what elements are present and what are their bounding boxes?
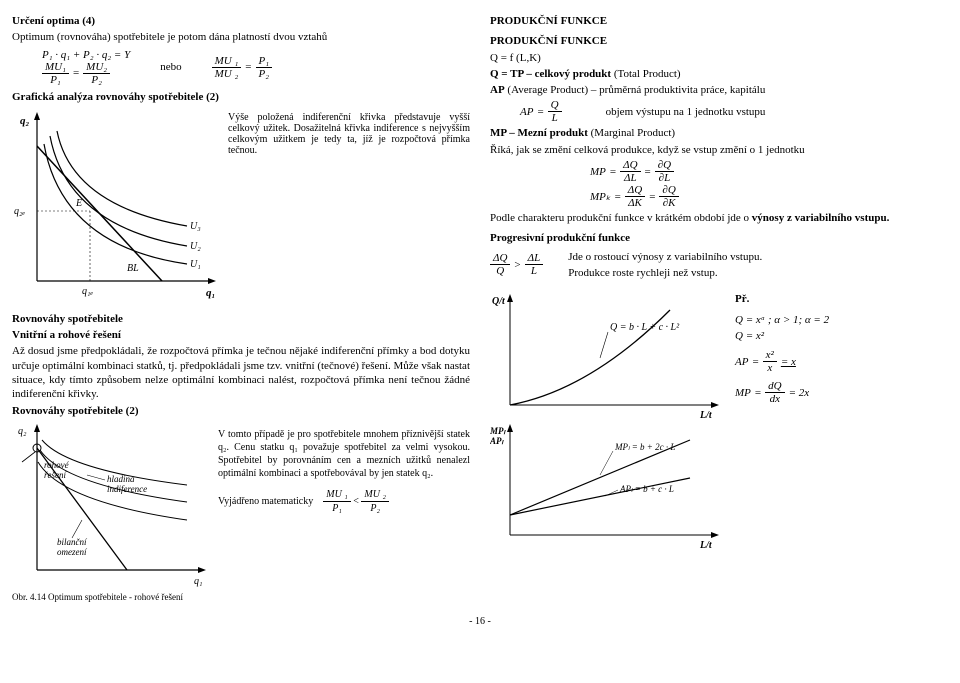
heading-prod2: PRODUKČNÍ FUNKCE (490, 34, 948, 48)
mp-ap-chart: MPₗ APₗ L/t MPₗ = b + 2c · L APₗ = b + c… (490, 420, 725, 550)
axis-q1-2: q₁ (194, 576, 202, 587)
heading-graficka: Grafická analýza rovnováhy spotřebitele … (12, 90, 470, 104)
apl-eq: APₗ = b + c · L (619, 484, 674, 494)
mpl-axis: MPₗ (490, 426, 507, 436)
heading-optima: Určení optima (4) (12, 14, 470, 28)
indifference-chart: q₂ q₁ BL U₃ U₂ U₁ E q₂ₑ q₁ₑ (12, 106, 222, 306)
axis-q2: q₂ (20, 115, 30, 127)
formula-block-1: P₁ · q₁ + P₂ · q₂ = Y MU₁P₁ = MU₂P₂ nebo… (42, 49, 470, 86)
bil2: omezení (57, 547, 88, 557)
axis-q2-2: q₂ (18, 426, 27, 437)
para-vnitrni: Až dosud jsme předpokládali, že rozpočto… (12, 344, 470, 401)
mp-formula: MP = ΔQΔL = ∂Q∂L (590, 159, 948, 184)
prog-ineq: ΔQQ > ΔLL (490, 252, 543, 277)
production-curve-chart: Q/t L/t Q = b · L + c · L² (490, 290, 725, 420)
heading-prod1: PRODUKČNÍ FUNKCE (490, 14, 948, 28)
intro-text: Optimum (rovnováha) spotřebitele je poto… (12, 30, 470, 44)
chart2-text: V tomto případě je pro spotřebitele mnoh… (218, 420, 470, 517)
mpl-eq: MPₗ = b + 2c · L (614, 442, 675, 452)
heading-rovnovaha2: Rovnováhy spotřebitele (2) (12, 404, 470, 418)
fig-caption: Obr. 4.14 Optimum spotřebitele - rohové … (12, 592, 470, 604)
lt-axis2: L/t (699, 540, 713, 550)
q1e: q₁ₑ (82, 286, 93, 297)
u3: U₃ (190, 221, 201, 232)
ap-formula: AP = QL objem výstupu na 1 jednotku vstu… (520, 99, 948, 124)
q-func: Q = f (L,K) (490, 51, 948, 65)
lt-axis: L/t (699, 410, 713, 420)
apl-axis: APₗ (490, 436, 505, 446)
q-eq: Q = b · L + c · L² (610, 322, 680, 333)
charts-column: Q/t L/t Q = b · L + c · L² MPₗ APₗ L/t (490, 290, 725, 550)
nebo-label: nebo (160, 61, 181, 73)
example-column: Př. Q = xᵅ ; α > 1; α = 2 Q = x² AP = x²… (735, 290, 935, 550)
bl-label: BL (127, 263, 139, 274)
heading-progresivni: Progresivní produkční funkce (490, 231, 948, 245)
right-column: PRODUKČNÍ FUNKCE PRODUKČNÍ FUNKCE Q = f … (490, 12, 948, 606)
hladina1: hladina (107, 474, 135, 484)
left-column: Určení optima (4) Optimum (rovnováha) sp… (12, 12, 470, 606)
corner-solution-chart: q₂ q₁ rohové řešení hladina indiference … (12, 420, 212, 590)
eq-budget: P₁ · q₁ + P₂ · q₂ = Y (42, 49, 130, 61)
chart1-row: q₂ q₁ BL U₃ U₂ U₁ E q₂ₑ q₁ₑ Výše položen… (12, 106, 470, 306)
chart2-row: q₂ q₁ rohové řešení hladina indiference … (12, 420, 470, 590)
u2: U₂ (190, 241, 201, 252)
hladina2: indiference (107, 484, 147, 494)
rohove2: řešení (44, 470, 67, 480)
rohove1: rohové (44, 460, 70, 470)
chart1-text: Výše položená indiferenční křivka předst… (228, 106, 470, 156)
heading-vnitrni: Vnitřní a rohové řešení (12, 328, 470, 342)
heading-rovnovaha: Rovnováhy spotřebitele (12, 312, 470, 326)
qt-axis: Q/t (492, 296, 506, 307)
bil1: bilanční (57, 537, 88, 547)
page-number: - 16 - (12, 616, 948, 627)
e-label: E (75, 198, 82, 209)
mpk-formula: MPₖ = ΔQΔK = ∂Q∂K (590, 184, 948, 209)
u1: U₁ (190, 259, 201, 270)
axis-q1: q₁ (206, 287, 215, 299)
pr-label: Př. (735, 292, 935, 306)
q2e: q₂ₑ (14, 206, 25, 217)
